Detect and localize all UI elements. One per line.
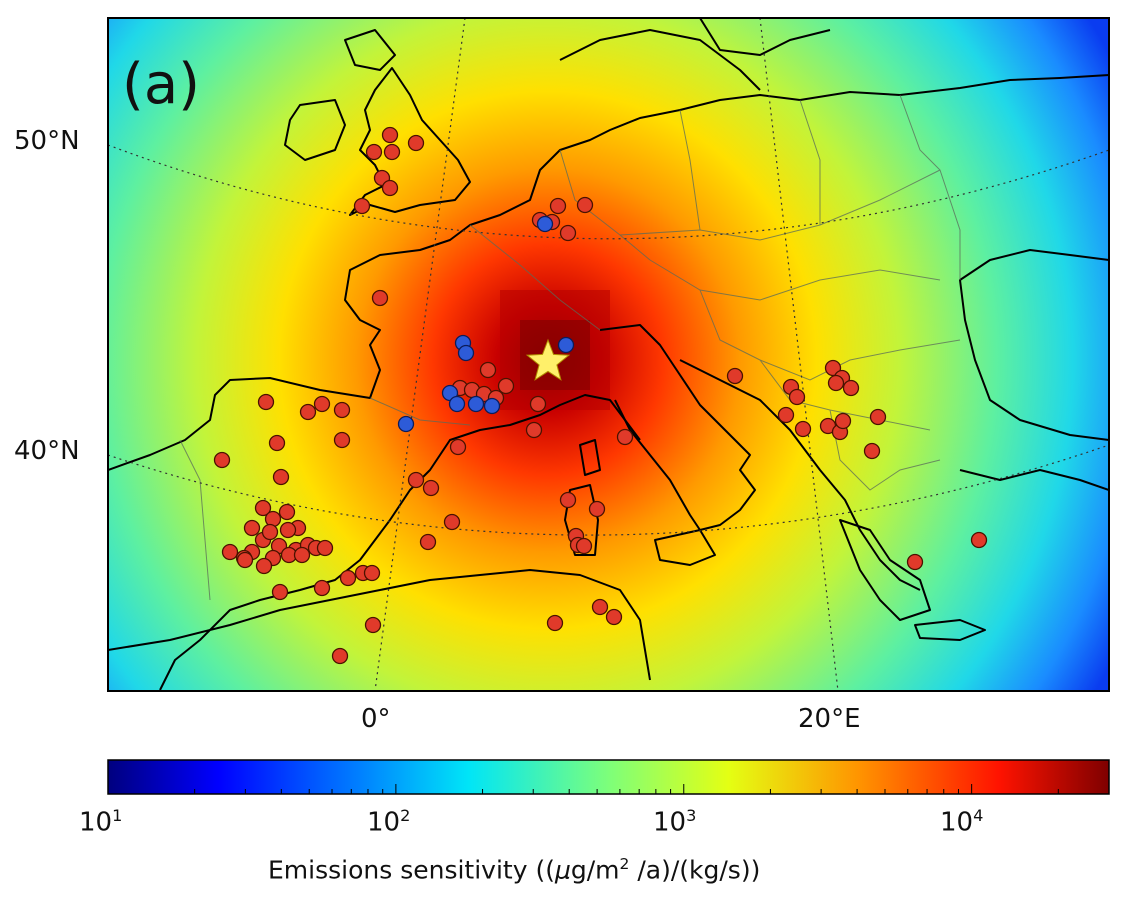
red-site-marker <box>243 519 261 537</box>
red-site-marker <box>293 546 311 564</box>
red-site-marker <box>339 569 357 587</box>
red-site-marker <box>479 361 497 379</box>
red-site-marker <box>279 521 297 539</box>
red-site-marker <box>272 468 290 486</box>
map-area <box>108 18 1109 691</box>
red-site-marker <box>559 491 577 509</box>
red-site-marker <box>257 393 275 411</box>
red-site-marker <box>419 533 437 551</box>
red-site-marker <box>449 438 467 456</box>
red-site-marker <box>381 179 399 197</box>
red-site-marker <box>313 579 331 597</box>
colorbar-tick-label-3: 103 <box>653 806 697 838</box>
blue-site-markers <box>397 215 575 433</box>
red-site-marker <box>353 197 371 215</box>
red-site-marker <box>371 289 389 307</box>
red-site-marker <box>278 503 296 521</box>
lat-label-50n: 50°N <box>14 126 80 156</box>
map-frame <box>107 17 1110 692</box>
red-site-marker <box>605 608 623 626</box>
blue-site-marker <box>536 215 554 233</box>
red-site-marker <box>407 471 425 489</box>
red-site-marker <box>261 523 279 541</box>
blue-site-marker <box>467 395 485 413</box>
lon-label-0: 0° <box>361 704 391 734</box>
graticule <box>108 18 1109 691</box>
red-site-marker <box>549 197 567 215</box>
release-point-star-icon <box>525 338 571 381</box>
red-site-marker <box>906 553 924 571</box>
red-site-marker <box>575 537 593 555</box>
blue-site-marker <box>483 397 501 415</box>
red-site-marker <box>268 434 286 452</box>
red-site-marker <box>221 543 239 561</box>
colorbar-tick-label-4: 104 <box>940 806 984 838</box>
red-site-marker <box>213 451 231 469</box>
red-site-marker <box>525 421 543 439</box>
red-site-marker <box>970 531 988 549</box>
red-site-marker <box>546 614 564 632</box>
red-site-marker <box>842 379 860 397</box>
red-site-marker <box>559 224 577 242</box>
blue-site-marker <box>557 336 575 354</box>
red-site-marker <box>591 598 609 616</box>
country-borders <box>179 94 961 601</box>
red-site-marker <box>794 420 812 438</box>
red-site-markers <box>213 126 988 665</box>
colorbar-title: Emissions sensitivity ((μg/m2 /a)/(kg/s)… <box>268 855 761 885</box>
red-site-marker <box>863 442 881 460</box>
red-site-marker <box>254 499 272 517</box>
red-site-marker <box>788 388 806 406</box>
blue-site-marker <box>448 395 466 413</box>
red-site-marker <box>529 395 547 413</box>
red-site-marker <box>255 557 273 575</box>
red-site-marker <box>407 134 425 152</box>
red-site-marker <box>333 431 351 449</box>
red-site-marker <box>383 143 401 161</box>
red-site-marker <box>333 401 351 419</box>
red-site-marker <box>777 406 795 424</box>
panel-label: (a) <box>122 52 201 117</box>
red-site-marker <box>236 551 254 569</box>
red-site-marker <box>271 583 289 601</box>
blue-site-marker <box>397 415 415 433</box>
lat-label-40n: 40°N <box>14 436 80 466</box>
colorbar-tick-label-1: 101 <box>79 806 123 838</box>
red-site-marker <box>331 647 349 665</box>
red-site-marker <box>576 196 594 214</box>
red-site-marker <box>365 143 383 161</box>
red-site-marker <box>316 539 334 557</box>
red-site-marker <box>381 126 399 144</box>
red-site-marker <box>616 428 634 446</box>
red-site-marker <box>588 500 606 518</box>
red-site-marker <box>726 367 744 385</box>
lon-label-20e: 20°E <box>798 704 861 734</box>
colorbar-ticks <box>107 784 1110 794</box>
red-site-marker <box>364 616 382 634</box>
red-site-marker <box>497 377 515 395</box>
red-site-marker <box>834 412 852 430</box>
red-site-marker <box>363 564 381 582</box>
red-site-marker <box>422 479 440 497</box>
colorbar-tick-label-2: 102 <box>367 806 411 838</box>
red-site-marker <box>313 395 331 413</box>
red-site-marker <box>443 513 461 531</box>
colorbar <box>107 759 1110 795</box>
red-site-marker <box>869 408 887 426</box>
red-site-marker <box>827 374 845 392</box>
blue-site-marker <box>457 344 475 362</box>
red-site-marker <box>299 403 317 421</box>
